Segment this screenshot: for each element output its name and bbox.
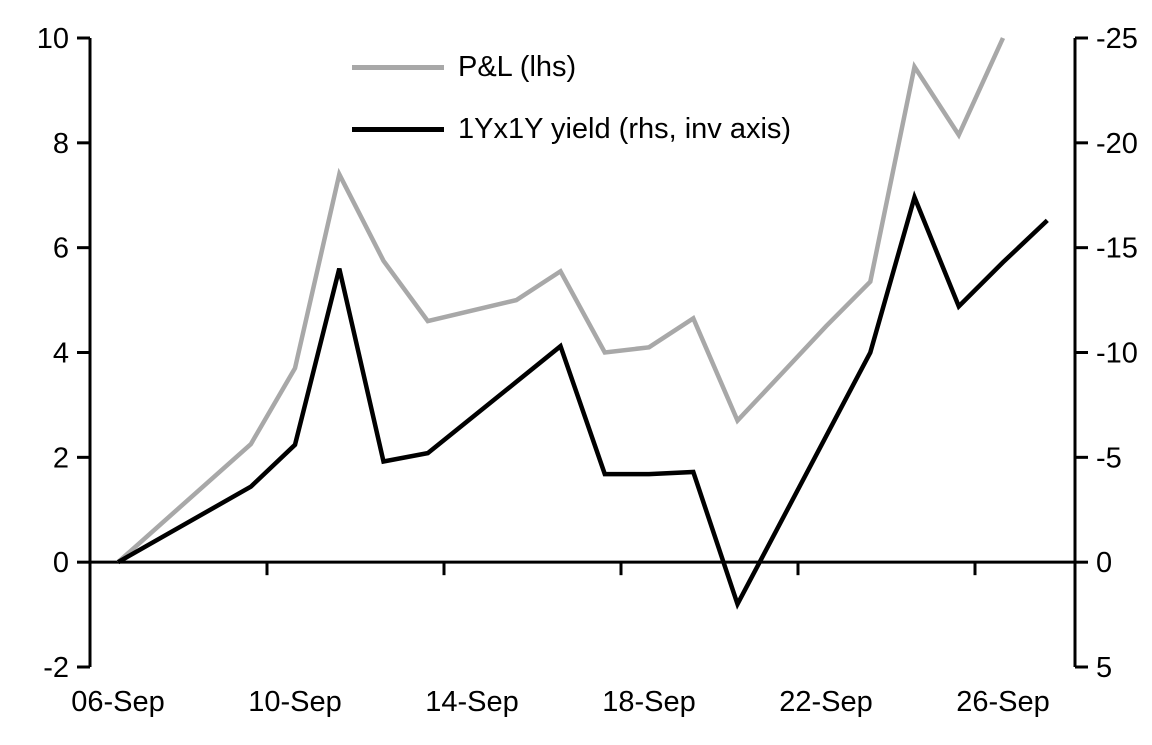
left-axis-tick-label: 4 — [53, 338, 69, 370]
chart-legend: P&L (lhs) 1Yx1Y yield (rhs, inv axis) — [352, 51, 792, 146]
right-axis-tick-label: -10 — [1096, 338, 1138, 370]
x-axis-tick-label: 26-Sep — [956, 686, 1050, 718]
x-axis-tick-label: 18-Sep — [602, 686, 696, 718]
legend-item-pnl: P&L (lhs) — [352, 51, 791, 84]
left-axis-tick-label: 6 — [53, 233, 69, 265]
x-axis-tick-label: 22-Sep — [779, 686, 873, 718]
x-axis-tick-label: 06-Sep — [71, 686, 165, 718]
pnl-legend-label: P&L (lhs) — [458, 51, 577, 83]
pnl-line-series — [116, 37, 1006, 564]
right-axis-tick-label: -5 — [1096, 442, 1122, 474]
yield-line-swatch — [352, 127, 444, 133]
legend-item-yield: 1Yx1Y yield (rhs, inv axis) — [352, 112, 792, 146]
left-axis-tick-label: 8 — [53, 128, 69, 160]
right-axis-tick-label: 5 — [1096, 652, 1112, 684]
left-axis-tick-label: 2 — [53, 442, 69, 474]
left-axis-tick-label: 10 — [37, 23, 69, 55]
right-axis-tick-label: -25 — [1096, 23, 1138, 55]
yield-legend-label: 1Yx1Y yield (rhs, inv axis) — [458, 112, 792, 145]
right-axis-tick-label: -15 — [1096, 233, 1138, 265]
left-axis-tick-label: 0 — [53, 547, 69, 579]
left-axis-tick-label: -2 — [43, 652, 69, 684]
x-axis-tick-label: 14-Sep — [425, 686, 519, 718]
yield-line-series — [116, 190, 1049, 610]
right-axis-tick-label: -20 — [1096, 128, 1138, 160]
right-axis-tick-label: 0 — [1096, 547, 1112, 579]
x-axis-tick-label: 10-Sep — [248, 686, 342, 718]
pnl-line-swatch — [352, 65, 444, 71]
